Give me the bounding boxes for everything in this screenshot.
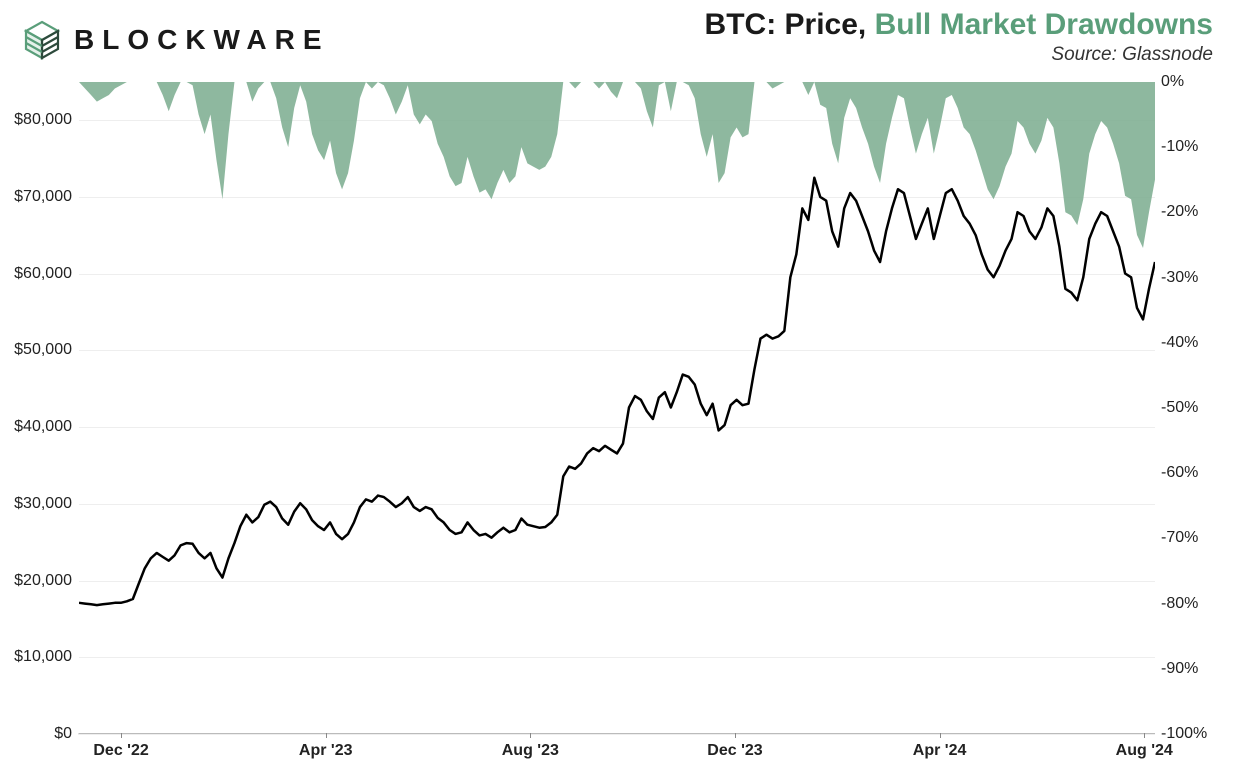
- y2-tick-label: -20%: [1161, 203, 1233, 221]
- y2-tick-label: -50%: [1161, 399, 1233, 417]
- y2-tick-label: -40%: [1161, 334, 1233, 352]
- y2-tick-label: -30%: [1161, 269, 1233, 287]
- plot-region: [78, 82, 1155, 734]
- y1-tick-label: $60,000: [0, 265, 72, 283]
- chart-title-wrap: BTC: Price, Bull Market Drawdowns Source…: [705, 8, 1213, 66]
- cube-icon: [20, 18, 64, 62]
- y2-tick-label: -90%: [1161, 660, 1233, 678]
- y2-tick-label: -10%: [1161, 138, 1233, 156]
- y2-tick-label: -100%: [1161, 725, 1233, 743]
- x-tick-label: Dec '22: [93, 742, 148, 760]
- price-line: [79, 178, 1155, 605]
- y2-tick-label: -70%: [1161, 529, 1233, 547]
- plot-svg: [79, 82, 1155, 733]
- y1-tick-label: $70,000: [0, 188, 72, 206]
- x-tick-label: Aug '24: [1116, 742, 1173, 760]
- y1-tick-label: $10,000: [0, 648, 72, 666]
- y1-tick-label: $30,000: [0, 495, 72, 513]
- y2-tick-label: -80%: [1161, 595, 1233, 613]
- x-tick-label: Apr '24: [913, 742, 967, 760]
- y1-tick-label: $50,000: [0, 341, 72, 359]
- brand-name: BLOCKWARE: [74, 24, 330, 56]
- brand-logo: BLOCKWARE: [20, 18, 330, 62]
- drawdown-area: [79, 82, 1155, 248]
- y2-tick-label: -60%: [1161, 464, 1233, 482]
- x-tick-label: Apr '23: [299, 742, 353, 760]
- chart-header: BLOCKWARE BTC: Price, Bull Market Drawdo…: [0, 0, 1233, 82]
- y1-tick-label: $0: [0, 725, 72, 743]
- title-accent: Bull Market Drawdowns: [875, 8, 1213, 41]
- y2-tick-label: 0%: [1161, 73, 1233, 91]
- x-tick-label: Aug '23: [502, 742, 559, 760]
- chart-title: BTC: Price, Bull Market Drawdowns: [705, 8, 1213, 42]
- x-tick-label: Dec '23: [707, 742, 762, 760]
- y1-tick-label: $40,000: [0, 418, 72, 436]
- chart-source: Source: Glassnode: [705, 44, 1213, 66]
- y1-tick-label: $80,000: [0, 111, 72, 129]
- y1-tick-label: $20,000: [0, 572, 72, 590]
- chart-area: $0 $10,000 $20,000 $30,000 $40,000 $50,000 $60…: [0, 82, 1233, 774]
- title-prefix: BTC: Price,: [705, 8, 875, 41]
